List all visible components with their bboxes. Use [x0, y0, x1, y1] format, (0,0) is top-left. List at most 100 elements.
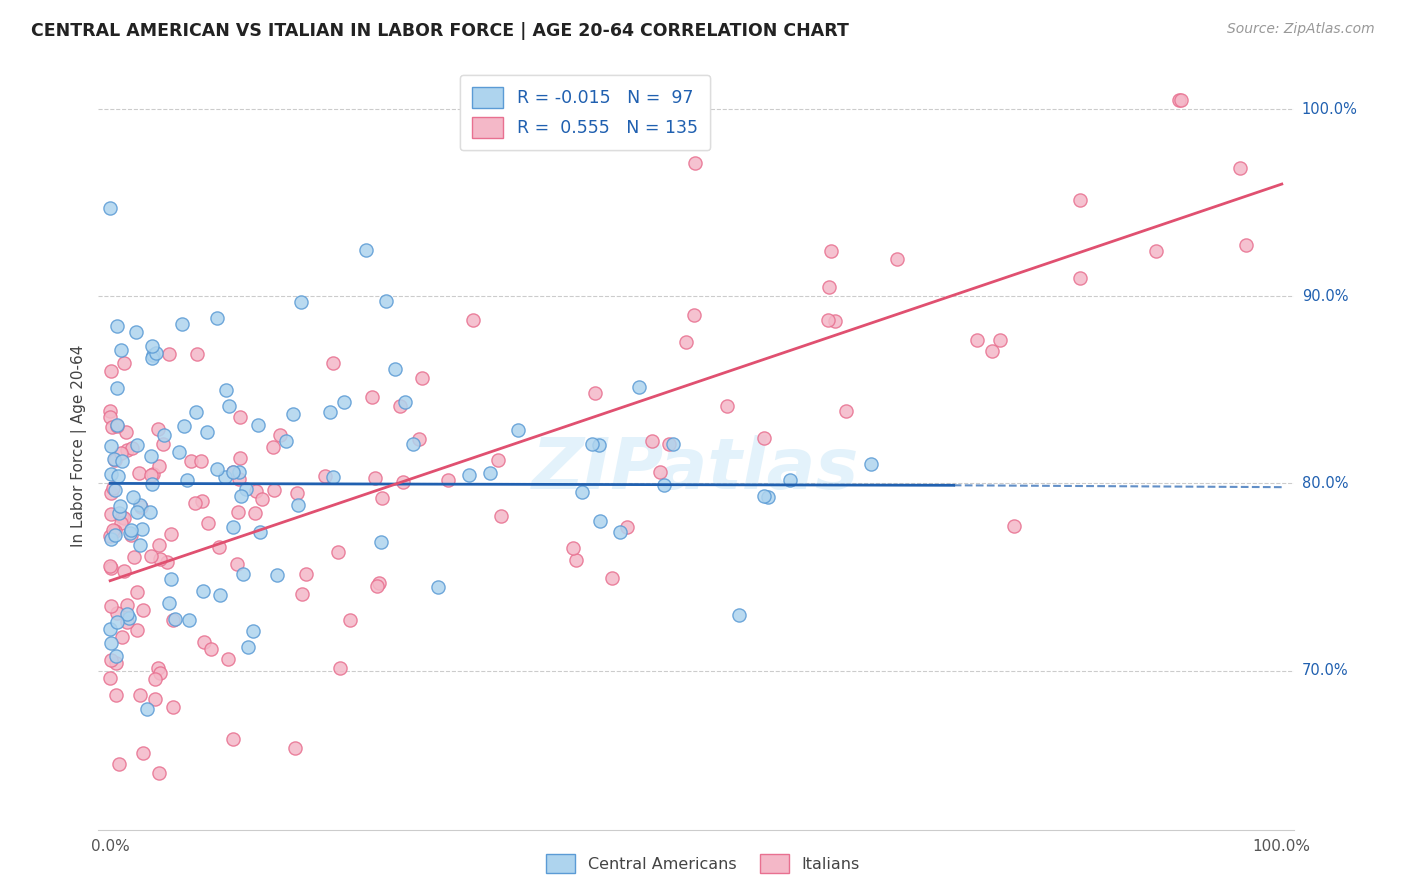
Point: [104, 483, 127, 498]
Point: [588, 514, 610, 528]
Point: [125, 326, 148, 340]
Point: [129, 538, 152, 552]
Point: [886, 252, 908, 266]
Point: [141, 477, 163, 491]
Point: [232, 566, 254, 581]
Point: [100, 404, 122, 418]
Point: [1229, 161, 1251, 176]
Point: [217, 651, 239, 665]
Point: [128, 467, 150, 481]
Point: [103, 451, 125, 466]
Point: [100, 363, 122, 377]
Point: [148, 538, 170, 552]
Point: [329, 661, 352, 675]
Point: [588, 438, 610, 452]
Point: [371, 491, 394, 506]
Point: [640, 434, 662, 448]
Point: [112, 511, 135, 525]
Point: [1234, 237, 1257, 252]
Point: [105, 606, 128, 620]
Point: [139, 505, 162, 519]
Point: [437, 473, 460, 487]
Point: [779, 473, 801, 487]
Point: [249, 524, 271, 539]
Point: [121, 441, 143, 455]
Point: [662, 437, 685, 451]
Point: [238, 640, 260, 655]
Point: [180, 454, 202, 468]
Point: [100, 653, 122, 667]
Point: [143, 672, 166, 686]
Text: CENTRAL AMERICAN VS ITALIAN IN LABOR FORCE | AGE 20-64 CORRELATION CHART: CENTRAL AMERICAN VS ITALIAN IN LABOR FOR…: [31, 22, 849, 40]
Point: [105, 419, 128, 434]
Point: [139, 449, 162, 463]
Point: [139, 549, 162, 564]
Point: [148, 422, 170, 436]
Point: [231, 489, 253, 503]
Point: [658, 437, 681, 451]
Point: [235, 483, 257, 497]
Point: [1002, 518, 1025, 533]
Text: 70.0%: 70.0%: [1302, 663, 1348, 678]
Point: [98, 559, 121, 574]
Text: 80.0%: 80.0%: [1302, 476, 1348, 491]
Point: [170, 317, 193, 331]
Point: [728, 607, 751, 622]
Point: [283, 407, 305, 421]
Point: [408, 432, 430, 446]
Point: [157, 347, 180, 361]
Text: 90.0%: 90.0%: [1302, 289, 1348, 304]
Point: [173, 418, 195, 433]
Point: [111, 510, 134, 524]
Point: [101, 420, 124, 434]
Point: [132, 603, 155, 617]
Point: [105, 319, 128, 334]
Point: [208, 540, 231, 554]
Point: [824, 314, 846, 328]
Point: [752, 431, 775, 445]
Point: [364, 471, 387, 485]
Point: [132, 746, 155, 760]
Point: [322, 469, 344, 483]
Point: [125, 437, 148, 451]
Point: [366, 579, 388, 593]
Point: [101, 481, 124, 495]
Point: [120, 523, 142, 537]
Point: [988, 334, 1011, 348]
Point: [125, 585, 148, 599]
Point: [139, 467, 162, 482]
Point: [295, 566, 318, 581]
Point: [205, 311, 228, 326]
Point: [287, 498, 309, 512]
Point: [479, 466, 502, 480]
Point: [209, 588, 232, 602]
Point: [118, 526, 141, 541]
Text: ZIPatlas: ZIPatlas: [533, 434, 859, 503]
Point: [186, 405, 208, 419]
Point: [107, 756, 129, 771]
Point: [368, 575, 391, 590]
Point: [108, 506, 131, 520]
Point: [375, 293, 398, 308]
Point: [105, 656, 128, 670]
Point: [200, 641, 222, 656]
Point: [222, 465, 245, 479]
Point: [980, 344, 1002, 359]
Point: [100, 635, 122, 649]
Point: [101, 523, 124, 537]
Point: [105, 381, 128, 395]
Point: [262, 441, 284, 455]
Point: [339, 613, 361, 627]
Point: [1168, 93, 1191, 107]
Point: [426, 580, 449, 594]
Point: [489, 508, 512, 523]
Point: [402, 436, 425, 450]
Point: [205, 462, 228, 476]
Point: [225, 557, 247, 571]
Point: [104, 524, 127, 538]
Text: 100.0%: 100.0%: [1302, 102, 1358, 117]
Point: [115, 615, 138, 630]
Point: [602, 571, 624, 585]
Point: [291, 586, 314, 600]
Point: [218, 399, 240, 413]
